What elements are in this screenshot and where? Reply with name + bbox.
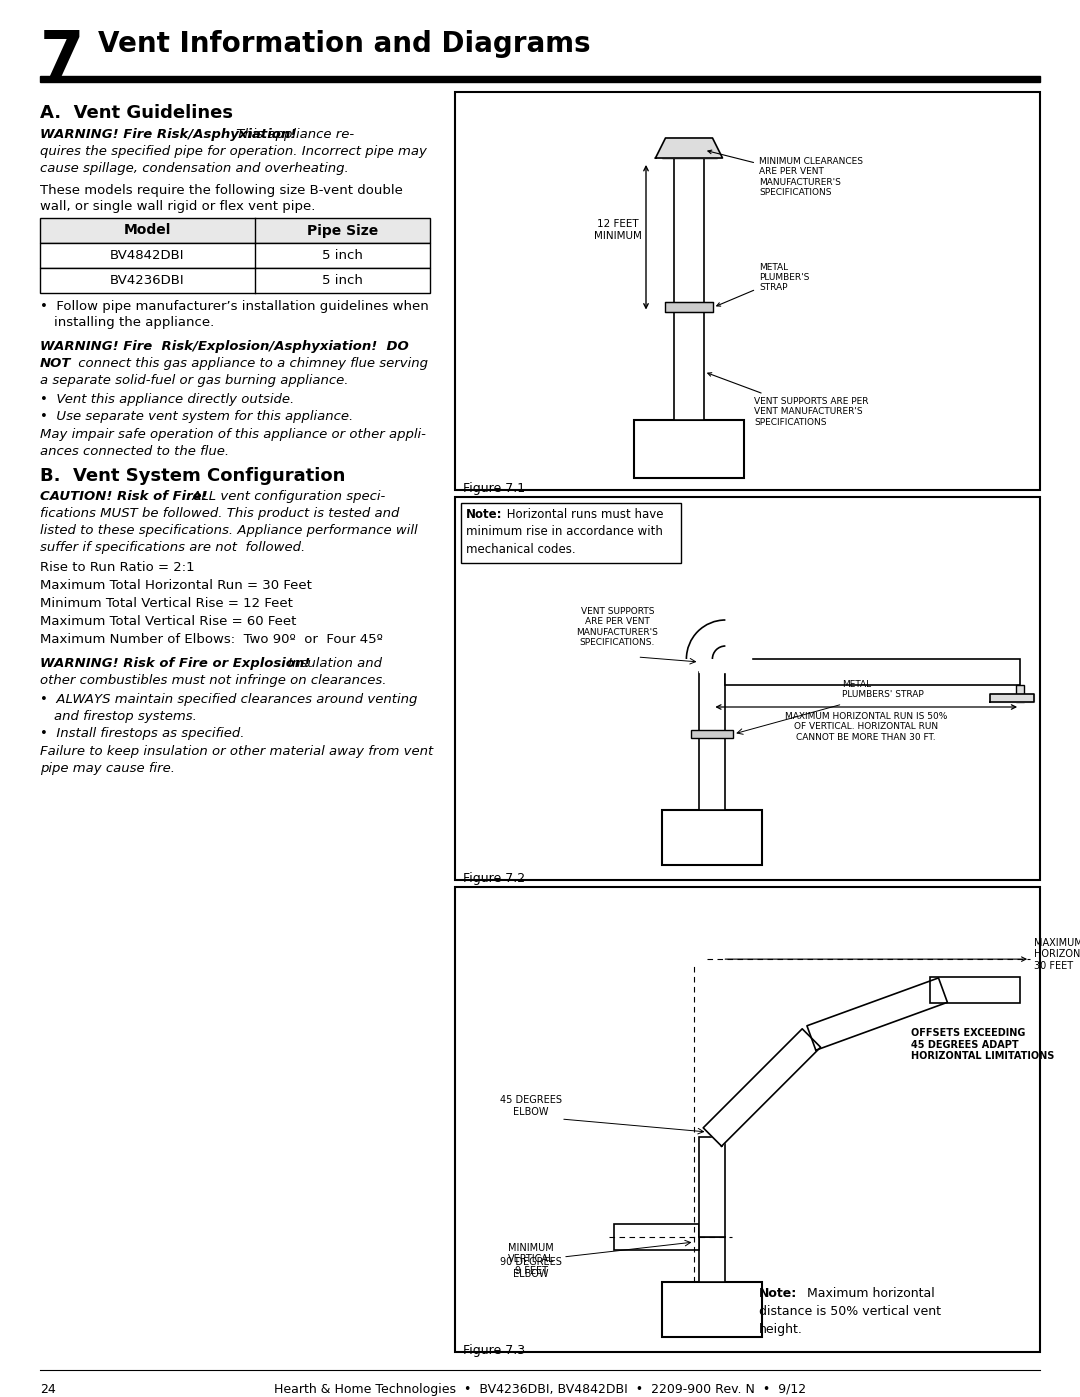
Text: •  ALWAYS maintain specified clearances around venting: • ALWAYS maintain specified clearances a… [40, 693, 417, 705]
Text: 24: 24 [40, 1383, 56, 1396]
Text: Hearth & Home Technologies  •  BV4236DBI, BV4842DBI  •  2209-900 Rev. N  •  9/12: Hearth & Home Technologies • BV4236DBI, … [274, 1383, 806, 1396]
Text: 5 inch: 5 inch [322, 249, 363, 263]
Text: Maximum Total Horizontal Run = 30 Feet: Maximum Total Horizontal Run = 30 Feet [40, 578, 312, 592]
Text: wall, or single wall rigid or flex vent pipe.: wall, or single wall rigid or flex vent … [40, 200, 315, 212]
Bar [700, 1137, 726, 1236]
Text: •  Use separate vent system for this appliance.: • Use separate vent system for this appl… [40, 409, 353, 423]
Text: Horizontal runs must have: Horizontal runs must have [503, 509, 663, 521]
Text: suffer if specifications are not  followed.: suffer if specifications are not followe… [40, 541, 306, 555]
Bar [40, 75, 1040, 82]
Text: METAL
PLUMBERS' STRAP: METAL PLUMBERS' STRAP [842, 680, 924, 698]
Text: Vent Information and Diagrams: Vent Information and Diagrams [98, 29, 591, 59]
Bar [455, 887, 1040, 1352]
Text: mechanical codes.: mechanical codes. [465, 543, 576, 556]
Text: OFFSETS EXCEEDING
45 DEGREES ADAPT
HORIZONTAL LIMITATIONS: OFFSETS EXCEEDING 45 DEGREES ADAPT HORIZ… [912, 1028, 1055, 1062]
Text: •  Install firestops as specified.: • Install firestops as specified. [40, 726, 244, 740]
Polygon shape [700, 645, 752, 672]
Text: 5 inch: 5 inch [322, 274, 363, 286]
Text: METAL
PLUMBER'S
STRAP: METAL PLUMBER'S STRAP [717, 263, 809, 306]
Text: cause spillage, condensation and overheating.: cause spillage, condensation and overhea… [40, 162, 349, 175]
Text: Maximum Total Vertical Rise = 60 Feet: Maximum Total Vertical Rise = 60 Feet [40, 615, 296, 629]
Text: A.  Vent Guidelines: A. Vent Guidelines [40, 103, 233, 122]
Bar [455, 92, 1040, 490]
Text: 12 FEET
MINIMUM: 12 FEET MINIMUM [594, 219, 642, 240]
Text: Insulation and: Insulation and [284, 657, 382, 671]
Text: Maximum horizontal: Maximum horizontal [799, 1287, 935, 1301]
Text: fications MUST be followed. This product is tested and: fications MUST be followed. This product… [40, 507, 400, 520]
Bar [1016, 685, 1024, 703]
Text: These models require the following size B-vent double: These models require the following size … [40, 184, 403, 197]
Text: NOT: NOT [40, 358, 71, 370]
Text: a separate solid-fuel or gas burning appliance.: a separate solid-fuel or gas burning app… [40, 374, 349, 387]
Bar [726, 659, 1020, 685]
Bar [634, 420, 744, 478]
Text: CAUTION! Risk of Fire!: CAUTION! Risk of Fire! [40, 490, 207, 503]
Text: ALL vent configuration speci-: ALL vent configuration speci- [188, 490, 386, 503]
Text: Minimum Total Vertical Rise = 12 Feet: Minimum Total Vertical Rise = 12 Feet [40, 597, 293, 610]
Bar [700, 1236, 726, 1282]
Text: May impair safe operation of this appliance or other appli-: May impair safe operation of this applia… [40, 427, 426, 441]
Text: 7: 7 [40, 28, 84, 89]
Text: Rise to Run Ratio = 2:1: Rise to Run Ratio = 2:1 [40, 562, 194, 574]
Text: WARNING! Risk of Fire or Explosion!: WARNING! Risk of Fire or Explosion! [40, 657, 310, 671]
Text: connect this gas appliance to a chimney flue serving: connect this gas appliance to a chimney … [75, 358, 428, 370]
Text: MAXIMUM HORIZONTAL RUN IS 50%
OF VERTICAL. HORIZONTAL RUN
CANNOT BE MORE THAN 30: MAXIMUM HORIZONTAL RUN IS 50% OF VERTICA… [785, 712, 947, 742]
Bar [930, 977, 1020, 1003]
Polygon shape [990, 694, 1034, 703]
Text: Figure 7.3: Figure 7.3 [463, 1344, 525, 1356]
Polygon shape [656, 138, 723, 158]
Text: listed to these specifications. Appliance performance will: listed to these specifications. Applianc… [40, 524, 418, 536]
Text: •  Follow pipe manufacturer’s installation guidelines when: • Follow pipe manufacturer’s installatio… [40, 300, 429, 313]
Bar [461, 503, 681, 563]
Text: MINIMUM
VERTICAL
9 FEET: MINIMUM VERTICAL 9 FEET [508, 1243, 554, 1275]
Text: BV4842DBI: BV4842DBI [110, 249, 185, 263]
Text: Failure to keep insulation or other material away from vent: Failure to keep insulation or other mate… [40, 745, 433, 759]
Text: WARNING! Fire  Risk/Explosion/Asphyxiation!  DO: WARNING! Fire Risk/Explosion/Asphyxiatio… [40, 339, 408, 353]
Text: Figure 7.2: Figure 7.2 [463, 872, 525, 886]
Text: Maximum Number of Elbows:  Two 90º  or  Four 45º: Maximum Number of Elbows: Two 90º or Fou… [40, 633, 383, 645]
Text: Pipe Size: Pipe Size [307, 224, 378, 237]
Text: height.: height. [759, 1323, 804, 1336]
Text: This appliance re-: This appliance re- [232, 129, 354, 141]
Bar [40, 268, 430, 293]
Text: pipe may cause fire.: pipe may cause fire. [40, 761, 175, 775]
Text: B.  Vent System Configuration: B. Vent System Configuration [40, 467, 346, 485]
Text: and firestop systems.: and firestop systems. [54, 710, 197, 724]
Bar [662, 1282, 762, 1337]
Text: Note:: Note: [465, 509, 502, 521]
Bar [455, 497, 1040, 880]
Text: MAXIMUM
HORIZONTAL
30 FEET: MAXIMUM HORIZONTAL 30 FEET [1034, 937, 1080, 971]
Bar [615, 1224, 700, 1250]
Bar [691, 731, 733, 738]
Text: Figure 7.1: Figure 7.1 [463, 482, 525, 495]
Bar [665, 302, 713, 313]
Text: WARNING! Fire Risk/Asphyxiation!: WARNING! Fire Risk/Asphyxiation! [40, 129, 296, 141]
Text: minimum rise in accordance with: minimum rise in accordance with [465, 525, 663, 538]
Text: •  Vent this appliance directly outside.: • Vent this appliance directly outside. [40, 393, 294, 407]
Bar [662, 810, 762, 865]
Polygon shape [807, 978, 947, 1051]
Text: MINIMUM CLEARANCES
ARE PER VENT
MANUFACTURER'S
SPECIFICATIONS: MINIMUM CLEARANCES ARE PER VENT MANUFACT… [707, 149, 863, 197]
Text: ances connected to the flue.: ances connected to the flue. [40, 446, 229, 458]
Bar [674, 152, 704, 420]
Text: quires the specified pipe for operation. Incorrect pipe may: quires the specified pipe for operation.… [40, 145, 427, 158]
Bar [40, 218, 430, 243]
Bar [40, 243, 430, 268]
Text: Model: Model [123, 224, 171, 237]
Bar [700, 672, 726, 810]
Text: Note:: Note: [759, 1287, 797, 1301]
Text: 45 DEGREES
ELBOW: 45 DEGREES ELBOW [500, 1095, 562, 1118]
Text: 90 DEGREES
ELBOW: 90 DEGREES ELBOW [500, 1257, 562, 1278]
Text: distance is 50% vertical vent: distance is 50% vertical vent [759, 1305, 941, 1317]
Text: VENT SUPPORTS
ARE PER VENT
MANUFACTURER'S
SPECIFICATIONS.: VENT SUPPORTS ARE PER VENT MANUFACTURER'… [577, 606, 659, 647]
Polygon shape [703, 1028, 821, 1146]
Text: other combustibles must not infringe on clearances.: other combustibles must not infringe on … [40, 673, 387, 687]
Text: BV4236DBI: BV4236DBI [110, 274, 185, 286]
Text: VENT SUPPORTS ARE PER
VENT MANUFACTURER'S
SPECIFICATIONS: VENT SUPPORTS ARE PER VENT MANUFACTURER'… [707, 373, 868, 426]
Bar [661, 152, 716, 158]
Text: installing the appliance.: installing the appliance. [54, 316, 214, 330]
